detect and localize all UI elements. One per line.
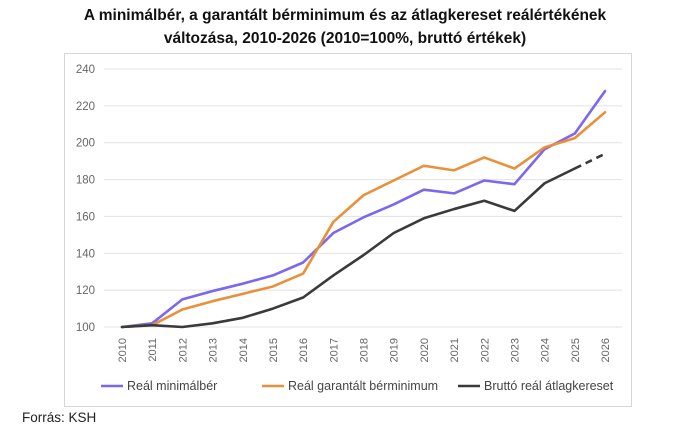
- x-tick-label: 2017: [328, 338, 340, 362]
- series-line-3: [120, 167, 577, 329]
- series-line-1: [120, 89, 607, 329]
- y-tick-label: 120: [76, 285, 95, 297]
- legend-label-3: Bruttó reál átlagkereset: [484, 379, 614, 393]
- source-note: Forrás: KSH: [22, 410, 97, 425]
- x-tick-label: 2021: [449, 338, 461, 362]
- chart-title-line-2: változása, 2010-2026 (2010=100%, bruttó …: [163, 30, 527, 47]
- chart-title: A minimálbér, a garantált bérminimum és …: [0, 4, 690, 50]
- y-tick-label: 160: [76, 211, 95, 223]
- x-tick-label: 2023: [509, 338, 521, 362]
- x-tick-label: 2020: [419, 338, 431, 362]
- y-tick-label: 200: [76, 138, 95, 150]
- x-tick-label: 2015: [268, 338, 280, 362]
- series-line-2: [120, 111, 607, 329]
- y-tick-label: 180: [76, 175, 95, 187]
- y-tick-label: 220: [76, 101, 95, 113]
- x-tick-label: 2011: [147, 338, 159, 362]
- x-tick-label: 2024: [540, 338, 552, 362]
- x-tick-label: 2022: [479, 338, 491, 362]
- y-tick-label: 100: [76, 322, 95, 334]
- chart-frame: [64, 53, 632, 407]
- legend-label-1: Reál minimálbér: [127, 379, 217, 393]
- x-tick-label: 2019: [389, 338, 401, 362]
- x-tick-label: 2016: [298, 338, 310, 362]
- series-line-3-projection: [574, 152, 606, 170]
- chart-title-line-1: A minimálbér, a garantált bérminimum és …: [83, 7, 607, 24]
- legend-label-2: Reál garantált bérminimum: [288, 379, 438, 393]
- x-tick-label: 2014: [238, 338, 250, 362]
- x-tick-label: 2025: [570, 338, 582, 362]
- y-tick-label: 240: [76, 64, 95, 76]
- x-tick-label: 2018: [359, 338, 371, 362]
- x-tick-label: 2026: [600, 338, 612, 362]
- y-tick-label: 140: [76, 248, 95, 260]
- x-tick-label: 2013: [208, 338, 220, 362]
- x-tick-label: 2012: [177, 338, 189, 362]
- x-tick-label: 2010: [117, 338, 129, 362]
